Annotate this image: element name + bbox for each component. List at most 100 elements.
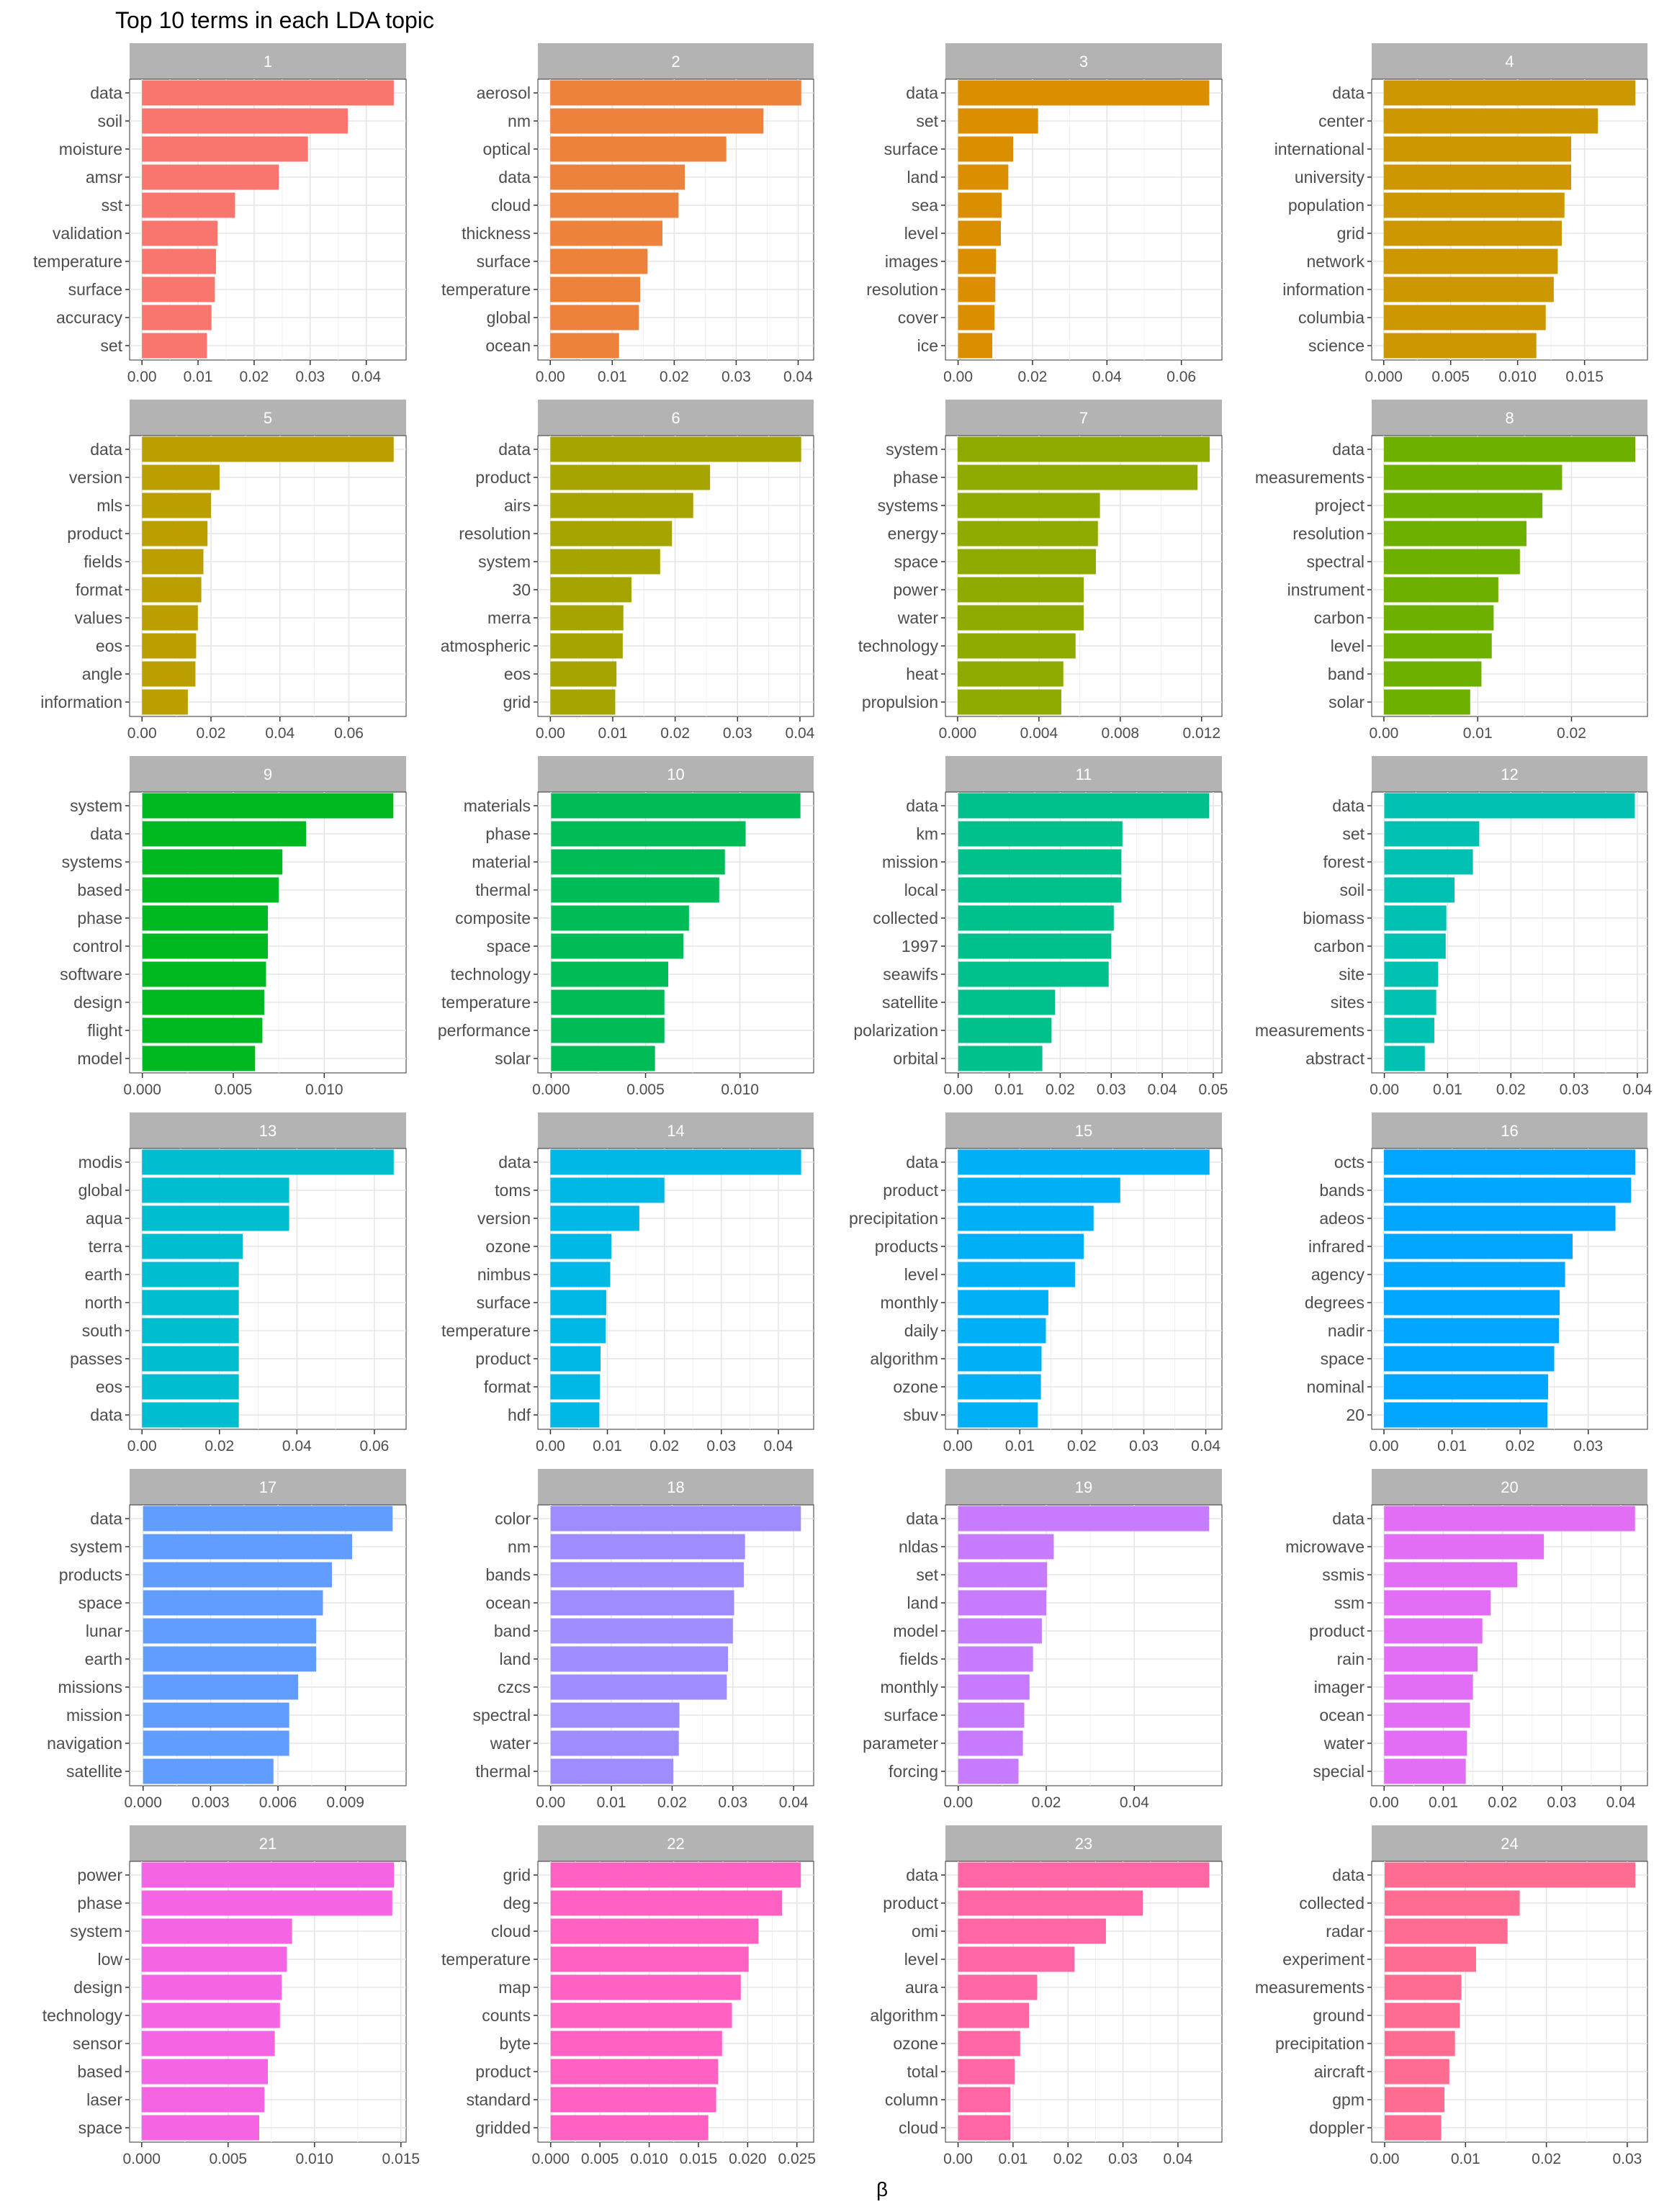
term-label: algorithm — [870, 2006, 938, 2025]
term-label: resolution — [1292, 524, 1364, 543]
bar — [957, 493, 1100, 518]
bar — [958, 821, 1123, 847]
bar — [550, 108, 764, 134]
bar — [551, 1017, 665, 1043]
facet-topic-2: 2 0.00 0.01 0.02 0.03 0.04 aerosol nm optical dat… — [441, 43, 814, 385]
x-tick-label: 0.02 — [197, 725, 226, 742]
term-label: based — [77, 881, 122, 899]
bar — [958, 80, 1210, 106]
bar — [550, 521, 673, 547]
term-label: product — [67, 524, 122, 543]
bar — [550, 192, 679, 218]
bar — [550, 1862, 801, 1888]
facet-strip-label: 16 — [1501, 1122, 1518, 1140]
bar — [142, 1262, 239, 1287]
term-label: images — [885, 252, 938, 271]
bar — [1383, 305, 1546, 331]
term-label: measurements — [1255, 1021, 1364, 1040]
term-label: earth — [85, 1650, 122, 1668]
facet-strip-label: 20 — [1501, 1478, 1518, 1496]
facet-topic-18: 18 0.00 0.01 0.02 0.03 0.04 color nm bands ocean b… — [472, 1469, 814, 1811]
x-tick-label: 0.03 — [1573, 1438, 1603, 1455]
bar — [958, 108, 1038, 134]
x-tick-label: 0.015 — [382, 2151, 421, 2167]
term-label: thermal — [475, 881, 531, 899]
facet-topic-6: 6 0.00 0.01 0.02 0.03 0.04 data product airs reso… — [441, 400, 815, 742]
term-label: propulsion — [862, 693, 938, 711]
x-tick-label: 0.06 — [359, 1438, 389, 1455]
term-label: surface — [477, 1293, 531, 1312]
term-label: optical — [483, 140, 531, 158]
term-label: column — [885, 2090, 938, 2109]
term-label: cloud — [491, 196, 531, 215]
term-label: site — [1339, 965, 1364, 984]
term-label: 1997 — [902, 937, 938, 956]
x-tick-label: 0.00 — [127, 1438, 157, 1455]
x-tick-label: 0.005 — [626, 1082, 665, 1098]
x-tick-label: 0.03 — [295, 369, 325, 385]
x-tick-label: 0.010 — [296, 2151, 334, 2167]
term-label: level — [1331, 637, 1364, 655]
x-tick-label: 0.02 — [1032, 1794, 1061, 1811]
term-label: laser — [86, 2090, 122, 2109]
term-label: data — [1332, 84, 1364, 102]
term-label: solar — [495, 1049, 531, 1068]
term-label: merra — [487, 608, 531, 627]
bar — [551, 1046, 655, 1071]
term-label: product — [475, 2062, 531, 2081]
term-label: aqua — [86, 1209, 122, 1228]
term-label: algorithm — [870, 1349, 938, 1368]
x-tick-label: 0.005 — [215, 1082, 253, 1098]
term-label: passes — [70, 1349, 122, 1368]
x-tick-label: 0.00 — [943, 2151, 973, 2167]
bar — [958, 2115, 1011, 2141]
facet-topic-1: 1 0.00 0.01 0.02 0.03 0.04 data soil moisture ams… — [33, 43, 407, 385]
bar — [1384, 2002, 1460, 2028]
facet-topic-4: 4 0.000 0.005 0.010 0.015 data center internati… — [1274, 43, 1648, 385]
term-label: satellite — [882, 993, 938, 1012]
bar — [550, 220, 662, 246]
bar — [143, 1702, 289, 1728]
bar — [550, 1346, 601, 1372]
x-tick-label: 0.00 — [943, 1794, 973, 1811]
term-label: byte — [500, 2034, 531, 2053]
term-label: space — [894, 552, 938, 571]
x-tick-label: 0.02 — [239, 369, 269, 385]
x-tick-label: 0.00 — [943, 1082, 973, 1098]
term-label: data — [90, 1406, 122, 1424]
bar — [550, 1290, 606, 1316]
term-label: data — [906, 796, 938, 815]
x-tick-label: 0.000 — [532, 2151, 570, 2167]
term-label: toms — [495, 1181, 531, 1200]
term-label: earth — [85, 1265, 122, 1284]
term-label: amsr — [86, 168, 122, 186]
facet-strip — [945, 400, 1222, 436]
bar — [143, 1618, 317, 1644]
bar — [958, 192, 1002, 218]
x-tick-label: 0.00 — [536, 725, 565, 742]
x-tick-label: 0.04 — [1606, 1794, 1636, 1811]
term-label: modis — [78, 1153, 122, 1172]
bar — [958, 1946, 1075, 1972]
facet-topic-5: 5 0.00 0.02 0.04 0.06 data version mls product fi… — [40, 400, 407, 742]
bar — [1383, 577, 1498, 603]
x-tick-label: 0.01 — [184, 369, 213, 385]
bar — [958, 1974, 1038, 2000]
term-label: fields — [84, 552, 122, 571]
term-label: nm — [508, 112, 531, 130]
bar — [958, 1402, 1038, 1428]
bar — [958, 248, 997, 274]
bar — [1384, 2031, 1455, 2056]
term-label: heat — [906, 665, 938, 683]
facet-strip — [538, 43, 814, 79]
bar — [958, 1918, 1106, 1944]
term-label: phase — [893, 468, 938, 487]
bar — [1383, 136, 1572, 162]
term-label: hdf — [508, 1406, 531, 1424]
bar — [142, 276, 215, 302]
x-tick-label: 0.03 — [1547, 1794, 1576, 1811]
facet-strip-label: 8 — [1505, 409, 1514, 427]
term-label: spectral — [472, 1706, 531, 1725]
x-tick-label: 0.03 — [723, 725, 752, 742]
x-tick-label: 0.010 — [630, 2151, 668, 2167]
